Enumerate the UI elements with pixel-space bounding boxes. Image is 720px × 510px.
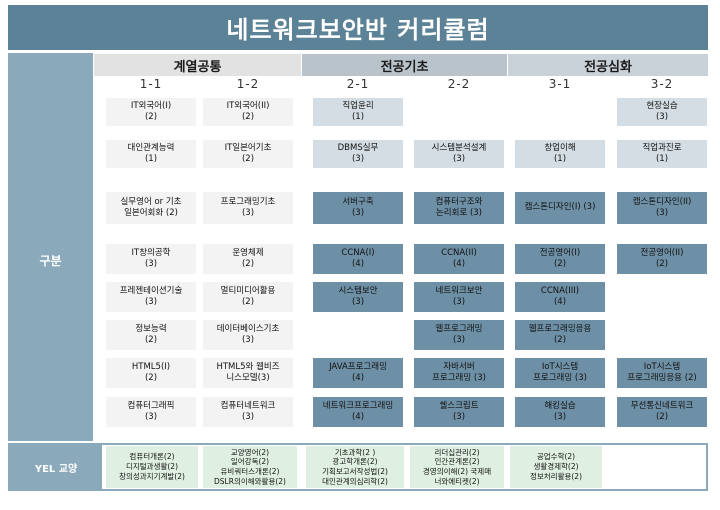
course-cell: 컴퓨터그래픽 (3) [106,397,196,427]
course-cell: 캡스톤디자인(II) (3) [617,192,707,224]
semester-label: 3-2 [650,77,674,91]
course-cell: 무선통신네트워크 (2) [617,397,707,427]
semester-label: 2-2 [447,77,471,91]
course-cell: 네트워크프로그래밍 (4) [313,397,403,427]
course-cell: 서버구축 (3) [313,192,403,224]
course-cell: 데이터베이스기초 (3) [203,320,293,350]
course-cell: 자바서버 프로그래밍 (3) [414,358,504,388]
semester-label: 1-2 [236,77,260,91]
course-cell: 컴퓨터네트워크 (3) [203,397,293,427]
course-cell: IT창의공학 (3) [106,244,196,274]
course-cell: 실무영어 or 기초 일본어회화 (2) [106,192,196,224]
course-cell: HTML5와 웹비즈 니스모델(3) [203,358,293,388]
course-cell: CCNA(III) (4) [515,282,605,312]
course-cell: 멀티미디어활용 (2) [203,282,293,312]
course-cell: CCNA(I) (4) [313,244,403,274]
yel-cell: 리더십관리(2) 인간관계론(2) 경영의이해(2) 국제매 너와에티켓(2) [410,446,504,488]
course-cell: IT외국어(II) (2) [203,98,293,126]
course-cell: JAVA프로그래밍 (4) [313,358,403,388]
course-cell: IT외국어(I) (2) [106,98,196,126]
course-cell: 직업과진로 (1) [617,140,707,168]
category-label: 구분 [39,253,62,268]
course-cell: 컴퓨터구조와 논리회로 (3) [414,192,504,224]
course-cell: 쉘스크립트 (3) [414,397,504,427]
course-cell: 해킹실습 (3) [515,397,605,427]
course-cell: 웹프로그래밍응용 (2) [515,320,605,350]
group-header-basic: 전공기초 [302,54,507,76]
course-cell: 전공영어(II) (2) [617,244,707,274]
yel-cell: 기초과학(2 ) 광고학개론(2) 기획보고서작성법(2) 대인관계의심리학(2… [306,446,404,488]
course-cell: 대인관계능력 (1) [106,140,196,168]
course-cell: CCNA(II) (4) [414,244,504,274]
semester-label: 1-1 [139,77,163,91]
group-header-advanced: 전공심화 [508,54,708,76]
course-cell: IoT시스템 프로그래밍응용 (2) [617,358,707,388]
group-header-common: 계열공통 [94,54,301,76]
course-cell: 캡스톤디자인(I) (3) [515,192,605,224]
course-cell: HTML5(I) (2) [106,358,196,388]
course-cell: 시스템분석설계 (3) [414,140,504,168]
course-cell: 웹프로그래밍 (3) [414,320,504,350]
course-cell: 프로그래밍기초 (3) [203,192,293,224]
course-cell: IoT시스템 프로그래밍 (3) [515,358,605,388]
semester-label: 3-1 [548,77,572,91]
category-column [8,53,93,441]
course-cell: 정보능력 (2) [106,320,196,350]
yel-cell: 공업수학(2) 생활경제학(2) 정보처리활용(2) [510,446,602,488]
course-cell: 전공영어(I) (2) [515,244,605,274]
semester-label: 2-1 [346,77,370,91]
course-cell: 네트워크보안 (3) [414,282,504,312]
course-cell: 창업이해 (1) [515,140,605,168]
course-cell: 시스템보안 (3) [313,282,403,312]
course-cell: 운영체제 (2) [203,244,293,274]
yel-cell [612,446,702,488]
yel-cell: 교양영어(2) 일어강독(2) 유비쿼터스개론(2) DSLR의이해와활용(2) [203,446,297,488]
course-cell: 현장실습 (3) [617,98,707,126]
course-cell: 직업윤리 (1) [313,98,403,126]
yel-label: YEL 교양 [10,445,102,489]
course-cell: 프레젠테이션기술 (3) [106,282,196,312]
course-cell: DBMS실무 (3) [313,140,403,168]
page-title: 네트워크보안반 커리큘럼 [8,5,708,50]
yel-cell: 컴퓨터개론(2) 디지털과생활(2) 창의성과지기계발(2) [106,446,198,488]
course-cell: IT일본어기초 (2) [203,140,293,168]
